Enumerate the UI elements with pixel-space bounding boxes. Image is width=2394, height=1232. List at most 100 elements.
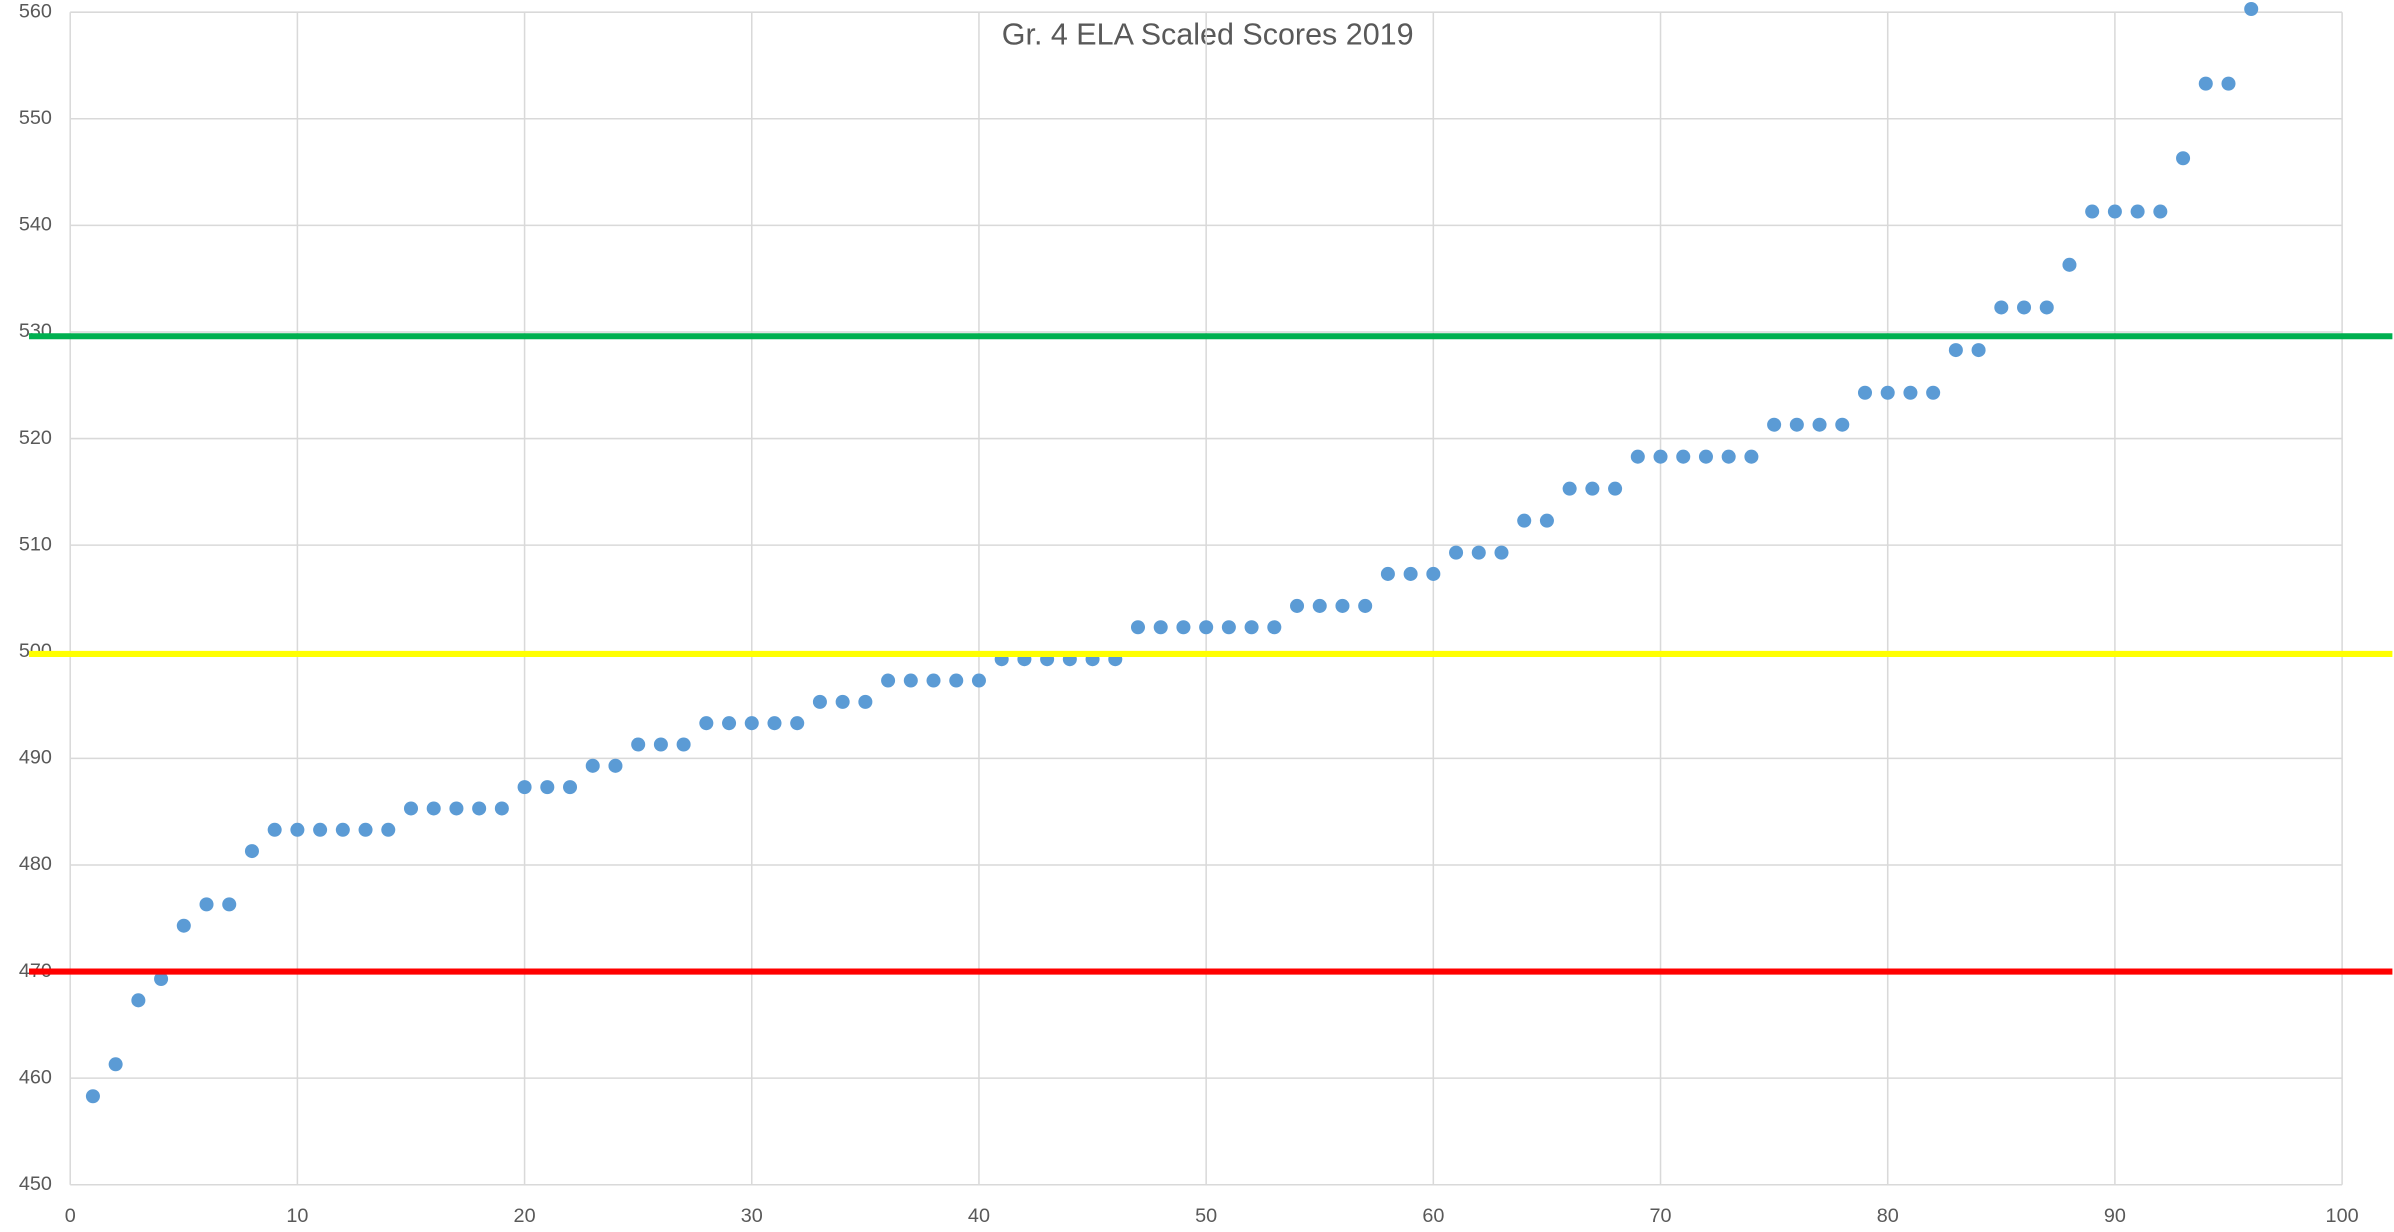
point xyxy=(1608,481,1623,496)
point xyxy=(676,737,691,752)
point xyxy=(1585,481,1600,496)
point xyxy=(1539,513,1554,528)
point xyxy=(335,822,350,837)
point xyxy=(949,673,964,688)
point xyxy=(1403,566,1418,581)
x-tick-label: 60 xyxy=(1422,1205,1444,1227)
point xyxy=(1358,598,1373,613)
point xyxy=(2130,204,2145,219)
y-tick-label: 560 xyxy=(19,0,52,22)
point xyxy=(881,673,896,688)
point xyxy=(176,918,191,933)
point xyxy=(1562,481,1577,496)
point xyxy=(381,822,396,837)
point xyxy=(1221,620,1236,635)
point xyxy=(1676,449,1691,464)
point xyxy=(199,897,214,912)
point xyxy=(631,737,646,752)
point xyxy=(1130,620,1146,635)
point xyxy=(903,673,918,688)
point xyxy=(2085,204,2100,219)
point xyxy=(926,673,941,688)
x-tick-label: 90 xyxy=(2104,1205,2126,1227)
y-tick-label: 480 xyxy=(19,853,52,875)
point xyxy=(1653,449,1668,464)
point xyxy=(1176,620,1191,635)
point xyxy=(494,801,509,816)
point xyxy=(858,694,873,709)
y-tick-label: 550 xyxy=(19,107,52,129)
point xyxy=(1812,417,1827,432)
point xyxy=(154,971,169,987)
point xyxy=(2176,151,2191,166)
point xyxy=(1857,385,1873,400)
point xyxy=(767,716,782,731)
point xyxy=(517,780,532,795)
point xyxy=(1312,598,1327,613)
point xyxy=(2198,76,2213,91)
point xyxy=(653,737,668,752)
point xyxy=(1426,566,1441,581)
point xyxy=(290,822,305,837)
point xyxy=(449,801,464,816)
x-tick-label: 50 xyxy=(1195,1205,1217,1227)
point xyxy=(2062,257,2077,272)
x-tick-label: 20 xyxy=(514,1205,536,1227)
point xyxy=(2017,300,2032,315)
point xyxy=(426,801,441,816)
point xyxy=(1721,449,1736,464)
y-tick-label: 450 xyxy=(19,1173,52,1195)
point xyxy=(108,1057,123,1072)
point xyxy=(1698,449,1713,464)
point xyxy=(1903,385,1918,400)
point xyxy=(1380,566,1395,581)
point xyxy=(722,716,737,731)
x-tick-label: 80 xyxy=(1877,1205,1899,1227)
point xyxy=(1971,343,1986,358)
x-tick-label: 40 xyxy=(968,1205,990,1227)
x-tick-label: 100 xyxy=(2326,1205,2359,1227)
point xyxy=(608,758,623,773)
point xyxy=(744,716,759,731)
x-tick-label: 30 xyxy=(741,1205,763,1227)
point xyxy=(812,694,827,709)
point xyxy=(222,897,237,912)
y-tick-label: 520 xyxy=(19,427,52,449)
point xyxy=(1926,385,1941,400)
point xyxy=(1835,417,1850,432)
point xyxy=(85,1089,100,1104)
point xyxy=(585,758,600,773)
point xyxy=(1335,598,1350,613)
x-tick-label: 0 xyxy=(65,1205,76,1227)
point xyxy=(1290,598,1305,613)
point xyxy=(2107,204,2122,219)
point xyxy=(1449,545,1464,560)
x-tick-label: 70 xyxy=(1650,1205,1672,1227)
point xyxy=(403,801,419,816)
point xyxy=(1948,343,1963,358)
point xyxy=(971,673,986,688)
point xyxy=(1517,513,1532,528)
point xyxy=(699,716,714,731)
point xyxy=(563,780,578,795)
point xyxy=(1880,385,1895,400)
point xyxy=(472,801,487,816)
y-tick-label: 460 xyxy=(19,1066,52,1088)
chart-title: Gr. 4 ELA Scaled Scores 2019 xyxy=(1002,18,1414,52)
point xyxy=(1471,545,1486,560)
point xyxy=(267,822,282,837)
point xyxy=(1994,300,2009,315)
point xyxy=(2244,1,2259,17)
point xyxy=(1199,620,1214,635)
y-tick-label: 490 xyxy=(19,747,52,769)
point xyxy=(1153,620,1168,635)
point xyxy=(1630,449,1645,464)
point xyxy=(1494,545,1509,560)
y-tick-label: 540 xyxy=(19,214,52,236)
point xyxy=(2039,300,2054,315)
point xyxy=(540,780,555,795)
point xyxy=(1744,449,1759,464)
point xyxy=(2221,76,2236,91)
point xyxy=(2153,204,2168,219)
